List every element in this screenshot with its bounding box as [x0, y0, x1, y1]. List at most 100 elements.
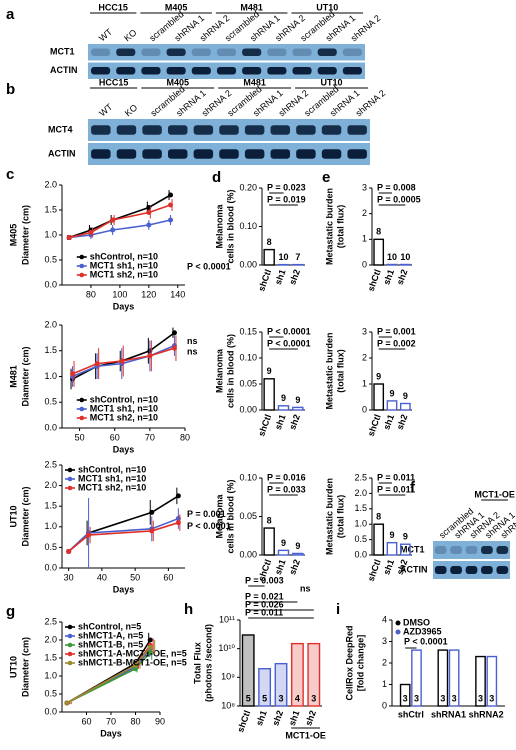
bar [241, 634, 255, 707]
x-tick-label: 120 [141, 289, 156, 299]
x-axis-label: Days [100, 728, 122, 738]
x-axis-label: Days [113, 584, 135, 594]
x-tick-label: sh2 [395, 268, 410, 286]
y-tick-label: 1.0 [44, 371, 57, 381]
y-axis-label: cells in blood (%) [225, 334, 235, 408]
point [146, 210, 152, 215]
group-label: MCT1-OE [285, 730, 326, 740]
annotation: P = 0.011 [245, 607, 283, 617]
blot-row-label: MCT4 [48, 124, 73, 134]
annotation: P < 0.0001 [267, 326, 311, 336]
x-tick-label: sh1 [381, 268, 396, 286]
y-tick-label: 2.0 [44, 634, 57, 644]
y-axis-label: (total flux) [335, 495, 345, 539]
legend-marker [79, 272, 85, 278]
x-tick-label: 80 [180, 432, 190, 442]
y-tick-label: 1.0 [44, 670, 57, 680]
y-tick-label: 4 [382, 614, 387, 624]
y-axis-label: CellRox DeepRed [344, 625, 354, 700]
n-label: 10 [400, 252, 410, 262]
n-label: 8 [267, 237, 272, 247]
legend-label: shControl, n=10 [90, 394, 158, 404]
point [133, 662, 138, 668]
point [147, 650, 153, 656]
point [110, 217, 116, 223]
y-tick-label: 2 [382, 657, 387, 667]
x-tick-label: 90 [155, 716, 165, 726]
legend-marker [79, 415, 85, 421]
point [175, 520, 181, 526]
x-tick-label: sh1 [273, 413, 288, 431]
bar [399, 543, 411, 556]
y-tick-label: 1.5 [44, 345, 57, 355]
blot-band [450, 566, 462, 574]
blot-band [434, 546, 447, 554]
bar [386, 263, 398, 266]
legend-marker [67, 660, 73, 666]
y-axis-label: Diameter (cm) [20, 486, 30, 546]
annotation: P = 0.021 [245, 591, 284, 601]
annotation: ns [300, 583, 311, 593]
series-line [69, 219, 171, 239]
legend-marker [395, 629, 401, 635]
y-tick-label: 2.0 [44, 480, 57, 490]
point [175, 493, 181, 499]
x-tick-label: sh1 [254, 709, 269, 727]
blot-strip [88, 44, 365, 61]
n-label: 10 [278, 252, 288, 262]
blot-band [321, 149, 342, 159]
annotation: P < 0.0001 [187, 261, 231, 271]
panel-label: f [410, 479, 416, 496]
panel-label: g [6, 603, 15, 620]
row-label: UT10 [8, 505, 18, 527]
legend-label: MCT1 sh1, n=10 [78, 473, 146, 483]
y-axis-label: Diameter (cm) [20, 205, 30, 265]
x-tick-label: shCtl [366, 268, 383, 293]
blot-band [167, 125, 188, 135]
point [94, 361, 100, 367]
x-tick-label: 60 [110, 432, 120, 442]
annotation: P = 0.033 [267, 484, 306, 494]
blot-strip [433, 541, 510, 559]
x-tick-label: 50 [75, 432, 85, 442]
y-tick-label: 0.10 [239, 352, 257, 362]
point [168, 192, 174, 198]
x-tick-label: sh2 [287, 413, 302, 431]
y-tick-label: 0.00 [239, 549, 257, 559]
point [88, 230, 94, 235]
legend-label: MCT1 sh1, n=10 [90, 403, 158, 413]
y-axis-label: Metastatic burden [324, 478, 334, 555]
annotation: P = 0.0005 [377, 194, 421, 204]
panel-label: e [322, 169, 330, 186]
y-tick-label: 0.20 [239, 182, 257, 192]
y-tick-label: 2.5 [44, 616, 57, 626]
point [149, 528, 155, 534]
y-axis-label: Melanoma [214, 494, 224, 539]
panel-label: h [184, 601, 193, 618]
n-label: 3 [440, 693, 445, 703]
series-line [68, 194, 171, 239]
y-axis-label: (total flux) [335, 205, 345, 249]
n-label: 10 [387, 252, 397, 262]
blot-band [116, 67, 136, 75]
blot-band [116, 125, 137, 135]
blot-band [450, 546, 462, 554]
blot-band [267, 48, 287, 56]
x-tick-label: shCtl [366, 558, 383, 583]
point [147, 353, 153, 359]
legend-marker [67, 651, 73, 657]
legend-label: shMCT1-B-MCT1-OE, n=5 [78, 657, 187, 667]
n-label: 9 [295, 395, 300, 405]
blot-band [481, 546, 493, 554]
blot-band [142, 125, 162, 135]
y-tick-label: 2 [362, 352, 367, 362]
legend-marker [67, 476, 73, 482]
y-axis-label: Diameter (cm) [20, 346, 30, 406]
group-label: M405 [165, 2, 188, 12]
legend-marker [79, 406, 85, 412]
x-tick-label: 60 [81, 716, 91, 726]
legend-label: MCT1 sh2, n=10 [90, 269, 158, 279]
group-label: UT10 [316, 2, 338, 12]
annotation: P = 0.001 [377, 326, 416, 336]
bar [373, 383, 385, 411]
